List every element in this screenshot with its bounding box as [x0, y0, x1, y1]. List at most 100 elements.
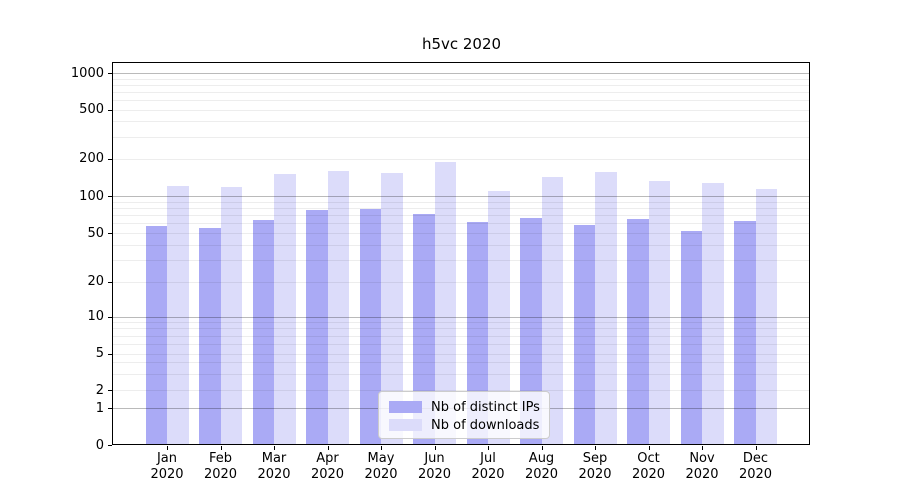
bar-distinct-ips-jul — [466, 221, 488, 444]
minor-gridline — [113, 390, 809, 391]
y-tick-mark — [108, 316, 112, 318]
bar-distinct-ips-oct — [627, 218, 649, 444]
x-tick-label: Oct 2020 — [613, 451, 685, 483]
y-tick-label: 50 — [87, 225, 104, 241]
bar-downloads-sep — [595, 171, 617, 444]
x-tick-mark — [274, 446, 275, 450]
x-tick-mark — [434, 446, 436, 450]
bar-downloads-oct — [648, 180, 670, 444]
y-tick-label: 100 — [79, 188, 104, 204]
x-tick-mark — [220, 446, 222, 450]
legend-entry-distinct-ips: Nb of distinct IPs — [389, 398, 549, 416]
x-tick-month: Dec — [742, 451, 769, 466]
x-tick-year: 2020 — [417, 467, 452, 482]
x-tick-year: 2020 — [578, 467, 612, 482]
bar-downloads-dec — [755, 188, 777, 444]
x-tick-month: Aug — [528, 451, 555, 466]
y-tick-label: 1000 — [70, 65, 104, 81]
x-tick-mark — [167, 446, 168, 450]
major-gridline — [113, 73, 809, 74]
x-tick-month: Apr — [316, 451, 339, 466]
minor-gridline — [113, 281, 809, 283]
y-tick-mark — [108, 408, 112, 409]
x-tick-month: Mar — [261, 451, 287, 466]
bar-distinct-ips-nov — [680, 230, 702, 444]
bar-downloads-feb — [220, 187, 242, 444]
bar-downloads-mar — [274, 173, 296, 444]
minor-gridline — [113, 260, 809, 262]
legend-swatch-downloads — [389, 419, 422, 431]
x-tick-year: 2020 — [685, 467, 719, 482]
x-tick-year: 2020 — [150, 467, 184, 482]
minor-gridline — [113, 91, 809, 93]
y-tick-mark — [108, 281, 112, 283]
legend-swatch-distinct-ips — [389, 401, 422, 413]
x-tick-label: Apr 2020 — [292, 451, 364, 483]
x-tick-month: May — [367, 451, 395, 466]
bar-distinct-ips-sep — [573, 225, 595, 444]
minor-gridline — [113, 84, 809, 86]
minor-gridline — [113, 328, 809, 330]
y-tick-label: 500 — [79, 102, 104, 117]
bar-downloads-jul — [488, 191, 510, 444]
minor-gridline — [113, 158, 809, 160]
bar-downloads-apr — [327, 170, 349, 444]
x-tick-label: Mar 2020 — [238, 451, 310, 483]
minor-gridline — [113, 207, 809, 209]
legend: Nb of distinct IPs Nb of downloads — [378, 391, 550, 439]
minor-gridline — [113, 335, 809, 337]
y-tick-label: 20 — [87, 274, 104, 289]
x-tick-year: 2020 — [364, 467, 398, 482]
bar-distinct-ips-feb — [199, 227, 221, 444]
plot-area — [112, 62, 810, 445]
minor-gridline — [113, 78, 809, 80]
y-tick-label: 0 — [95, 437, 104, 453]
minor-gridline — [113, 223, 809, 225]
x-tick-mark — [327, 446, 329, 450]
x-tick-label: May 2020 — [345, 451, 417, 483]
bar-downloads-jan — [167, 185, 189, 444]
minor-gridline — [113, 121, 809, 123]
x-tick-month: Oct — [637, 451, 660, 466]
y-tick-mark — [108, 233, 112, 234]
legend-entry-downloads: Nb of downloads — [389, 416, 549, 434]
minor-gridline — [113, 201, 809, 203]
bar-distinct-ips-mar — [252, 219, 274, 444]
y-tick-label: 5 — [95, 346, 104, 361]
minor-gridline — [113, 322, 809, 324]
x-tick-year: 2020 — [524, 467, 559, 482]
bar-downloads-aug — [541, 177, 563, 444]
x-tick-mark — [755, 446, 757, 450]
minor-gridline — [113, 373, 809, 375]
bar-distinct-ips-may — [359, 209, 381, 444]
x-tick-month: Nov — [689, 451, 715, 466]
x-tick-mark — [541, 446, 543, 450]
minor-gridline — [113, 233, 809, 234]
y-tick-mark — [108, 445, 112, 446]
x-tick-label: Feb 2020 — [185, 451, 257, 483]
minor-gridline — [113, 353, 809, 355]
chart-title: h5vc 2020 — [421, 35, 502, 53]
y-tick-mark — [108, 390, 112, 391]
bar-distinct-ips-dec — [734, 220, 756, 444]
minor-gridline — [113, 244, 809, 246]
x-tick-month: Jul — [480, 451, 496, 466]
y-tick-label: 200 — [79, 151, 104, 166]
x-tick-label: Jan 2020 — [131, 451, 203, 483]
y-tick-mark — [108, 109, 112, 111]
minor-gridline — [113, 362, 809, 364]
bar-distinct-ips-jan — [145, 226, 167, 444]
major-gridline — [113, 316, 809, 318]
x-tick-label: Nov 2020 — [666, 451, 738, 483]
x-tick-label: Sep 2020 — [559, 451, 631, 483]
x-tick-label: Jun 2020 — [399, 451, 471, 483]
x-tick-year: 2020 — [631, 467, 666, 482]
x-tick-label: Dec 2020 — [720, 451, 792, 483]
minor-gridline — [113, 109, 809, 111]
y-tick-label: 10 — [87, 309, 104, 324]
x-tick-mark — [595, 446, 596, 450]
x-tick-mark — [648, 446, 650, 450]
bar-downloads-nov — [702, 182, 724, 444]
minor-gridline — [113, 136, 809, 138]
x-tick-year: 2020 — [310, 467, 345, 482]
